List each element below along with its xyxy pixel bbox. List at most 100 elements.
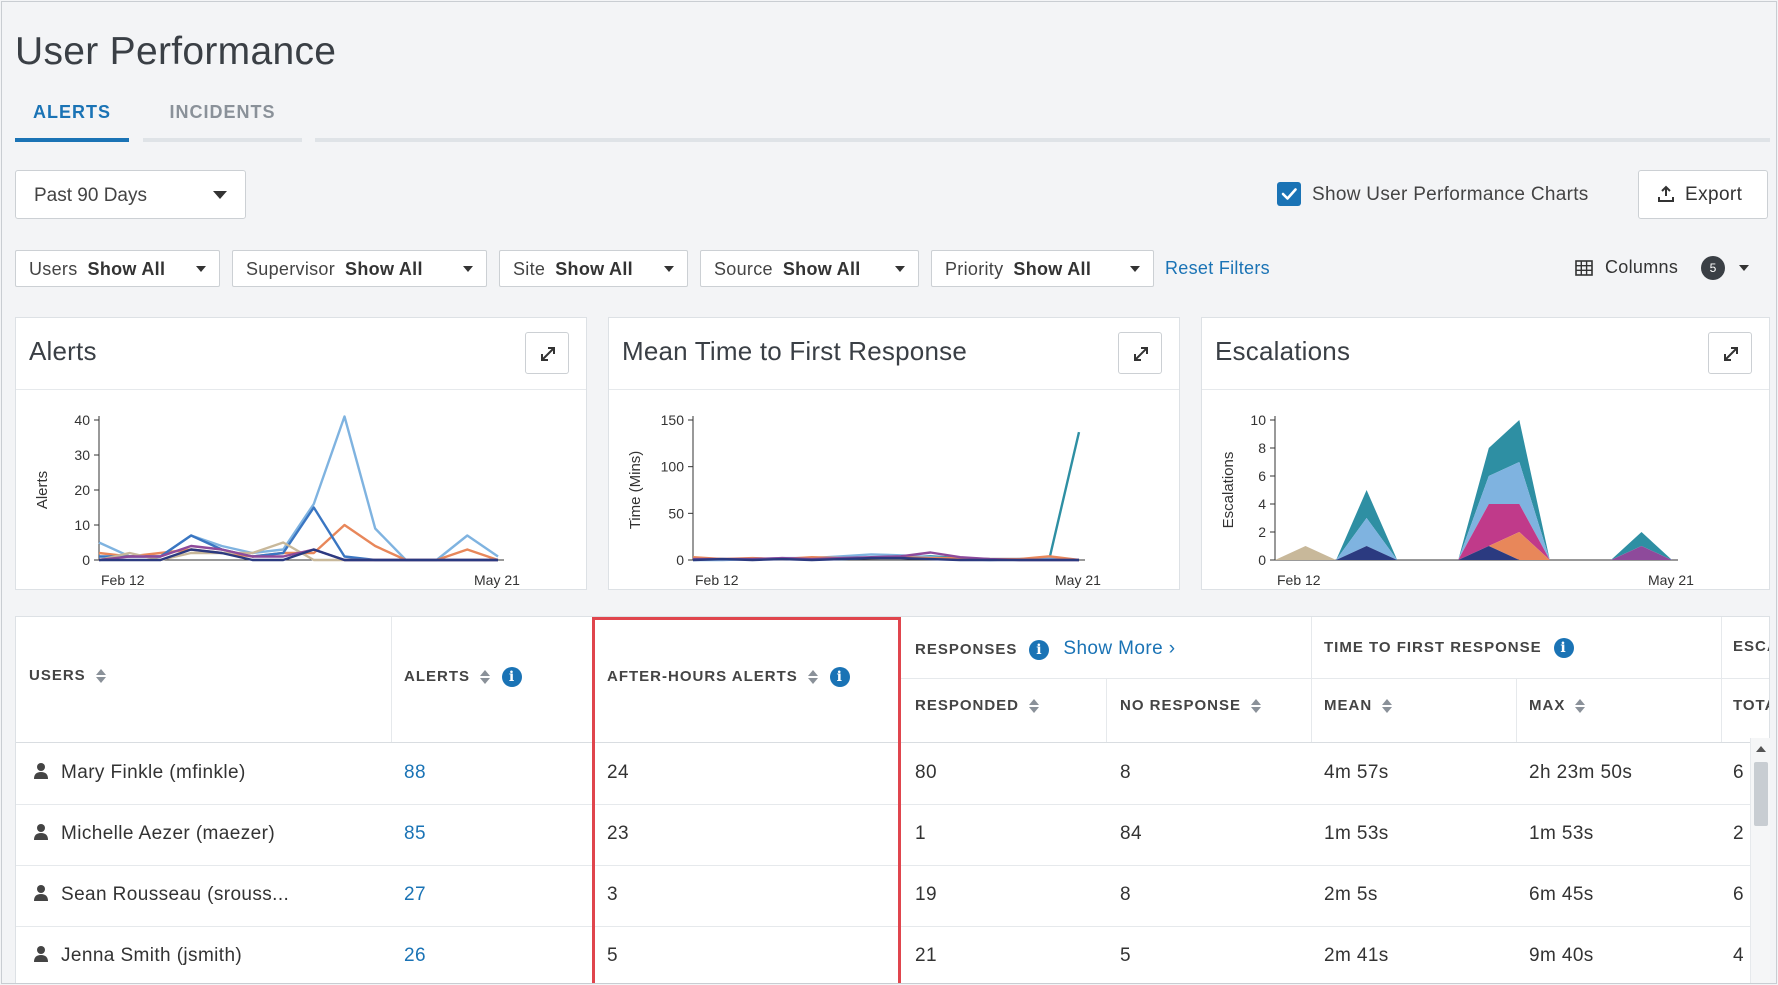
scroll-up-icon[interactable] (1756, 746, 1766, 752)
filter-users-value: Show All (87, 259, 166, 279)
info-icon[interactable]: i (829, 667, 850, 687)
expand-icon (1724, 347, 1738, 361)
responded-column-header[interactable]: RESPONDED (915, 697, 1040, 714)
y-tick-label: 6 (1258, 468, 1266, 484)
user-name: Jenna Smith (jsmith) (61, 945, 243, 966)
expand-icon (541, 347, 555, 361)
filter-supervisor-label: Supervisor (246, 259, 336, 279)
filter-source-value: Show All (782, 259, 861, 279)
series-area-3 (1275, 504, 1672, 560)
y-tick-label: 4 (1258, 496, 1266, 512)
chevron-down-icon (1130, 266, 1140, 272)
mean-cell: 1m 53s (1324, 823, 1389, 844)
filter-source[interactable]: Source Show All (700, 250, 919, 287)
filter-supervisor-value: Show All (345, 259, 423, 279)
filter-users-label: Users (29, 259, 78, 279)
sort-icon[interactable] (1382, 699, 1393, 714)
mean-column-header[interactable]: MEAN (1324, 697, 1393, 714)
responses-header-label: RESPONSES (915, 641, 1018, 658)
tab-bar: ALERTS INCIDENTS (15, 94, 1770, 142)
max-column-header[interactable]: MAX (1529, 697, 1586, 714)
max-cell: 6m 45s (1529, 884, 1594, 905)
table-row: Michelle Aezer (maezer) 85 23 1 84 1m 53s 1m 5… (16, 804, 1769, 865)
responses-group-header: RESPONSES i Show More › (915, 638, 1176, 661)
after-hours-column-header[interactable]: AFTER-HOURS ALERTS i (607, 667, 850, 687)
x-tick-label: Feb 12 (1277, 572, 1321, 588)
sort-icon[interactable] (807, 670, 818, 684)
alerts-header-label: ALERTS (404, 667, 470, 685)
header-divider (16, 742, 1769, 743)
no-response-column-header[interactable]: NO RESPONSE (1120, 697, 1262, 714)
column-divider (1311, 617, 1312, 742)
row-divider (16, 926, 1769, 927)
sort-icon[interactable] (1575, 699, 1586, 714)
card-header: Escalations (1202, 318, 1769, 390)
column-divider (592, 617, 593, 742)
sort-icon[interactable] (95, 669, 106, 684)
column-divider (900, 617, 901, 742)
chevron-down-icon (664, 266, 674, 272)
sort-icon[interactable] (480, 670, 490, 684)
page-title: User Performance (15, 30, 337, 73)
filter-supervisor[interactable]: Supervisor Show All (232, 250, 487, 287)
alerts-column-header[interactable]: ALERTS i (404, 667, 522, 687)
checkbox-checked-icon[interactable] (1277, 182, 1301, 206)
show-more-link[interactable]: Show More › (1063, 638, 1175, 659)
info-icon[interactable]: i (1553, 638, 1574, 658)
total-cell: 6 (1733, 762, 1744, 783)
export-button[interactable]: Export (1638, 170, 1768, 219)
sort-icon[interactable] (1251, 699, 1262, 714)
user-icon (34, 945, 48, 968)
series-area-4 (1275, 462, 1672, 560)
after-hours-cell: 3 (607, 884, 618, 905)
expand-icon (1134, 347, 1148, 361)
reset-filters-link[interactable]: Reset Filters (1165, 258, 1270, 278)
columns-label: Columns (1605, 257, 1679, 277)
total-column-header[interactable]: TOTA (1733, 697, 1769, 714)
escalations-chart-card: Escalations 0 2 4 6 8 10 Feb 12 May 21 Escalatio… (1201, 317, 1770, 590)
tab-alerts[interactable]: ALERTS (15, 94, 129, 142)
alerts-cell[interactable]: 27 (404, 884, 426, 905)
series-line-5 (99, 548, 498, 562)
after-hours-cell: 24 (607, 762, 629, 783)
scroll-thumb[interactable] (1754, 762, 1768, 826)
filter-site[interactable]: Site Show All (499, 250, 688, 287)
filter-source-label: Source (714, 259, 773, 279)
column-divider (1516, 679, 1517, 742)
y-axis-title: Time (Mins) (627, 451, 644, 530)
ttfr-header-label: TIME TO FIRST RESPONSE (1324, 638, 1542, 656)
users-column-header[interactable]: USERS (29, 667, 106, 684)
y-axis-title: Alerts (34, 471, 51, 509)
alerts-cell[interactable]: 88 (404, 762, 426, 783)
alerts-cell[interactable]: 26 (404, 945, 426, 966)
user-icon (34, 762, 48, 785)
alerts-chart-card: Alerts 0 10 20 30 40 Feb 12 May 21 Alerts (15, 317, 587, 590)
table-scrollbar[interactable] (1750, 738, 1770, 983)
responded-header-label: RESPONDED (915, 697, 1020, 714)
x-tick-label: May 21 (1648, 572, 1694, 588)
responded-cell: 19 (915, 884, 937, 905)
expand-mttr-chart-button[interactable] (1118, 332, 1162, 374)
date-range-select[interactable]: Past 90 Days (15, 170, 246, 219)
table-row: Sean Rousseau (srouss... 27 3 19 8 2m 5s 6m 45… (16, 865, 1769, 926)
after-hours-header-label: AFTER-HOURS ALERTS (607, 667, 798, 685)
no-response-header-label: NO RESPONSE (1120, 697, 1242, 714)
no-response-cell: 5 (1120, 945, 1131, 966)
upload-icon (1658, 185, 1674, 202)
filter-users[interactable]: Users Show All (15, 250, 220, 287)
sort-icon[interactable] (1029, 699, 1040, 714)
max-cell: 2h 23m 50s (1529, 762, 1633, 783)
expand-escalations-chart-button[interactable] (1708, 332, 1752, 374)
alerts-chart: 0 10 20 30 40 Feb 12 May 21 Alerts (34, 412, 520, 588)
info-icon[interactable]: i (1029, 640, 1050, 661)
tab-incidents[interactable]: INCIDENTS (143, 94, 302, 142)
alerts-cell[interactable]: 85 (404, 823, 426, 844)
after-hours-cell: 5 (607, 945, 618, 966)
users-header-label: USERS (29, 667, 86, 684)
export-label: Export (1685, 184, 1743, 205)
expand-alerts-chart-button[interactable] (525, 332, 569, 374)
filter-priority[interactable]: Priority Show All (931, 250, 1154, 287)
info-icon[interactable]: i (502, 667, 522, 687)
no-response-cell: 84 (1120, 823, 1142, 844)
